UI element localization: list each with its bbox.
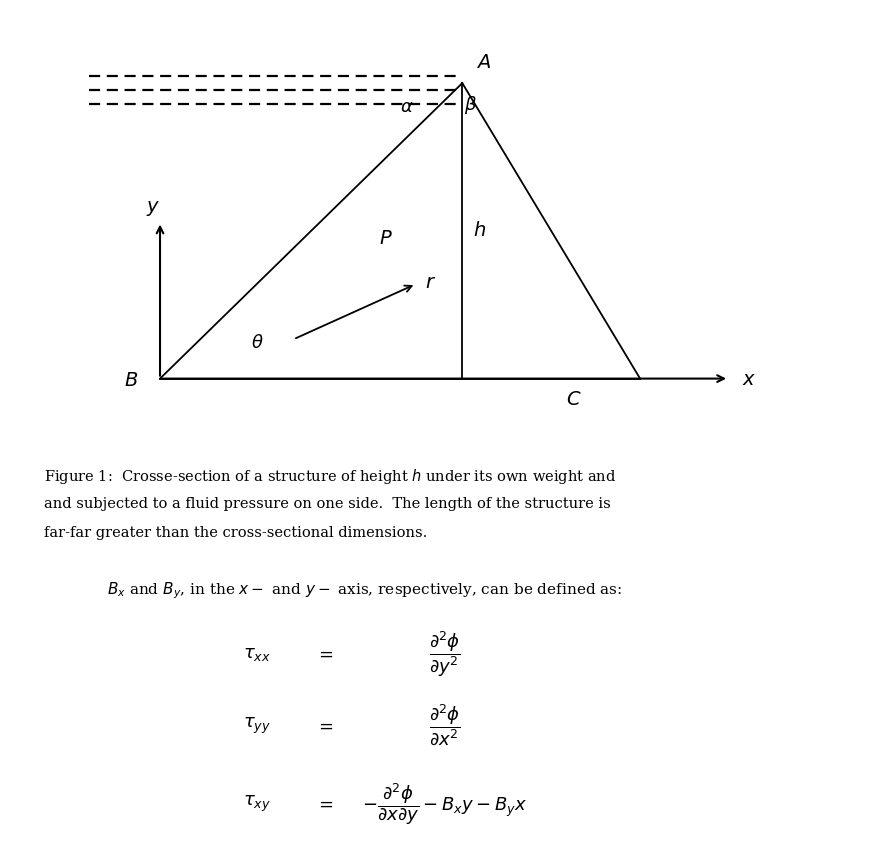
Text: $\dfrac{\partial^2\phi}{\partial y^2}$: $\dfrac{\partial^2\phi}{\partial y^2}$: [428, 629, 461, 679]
Text: and subjected to a fluid pressure on one side.  The length of the structure is: and subjected to a fluid pressure on one…: [44, 497, 612, 510]
Text: $-\dfrac{\partial^2\phi}{\partial x\partial y} - B_x y - B_y x$: $-\dfrac{\partial^2\phi}{\partial x\part…: [362, 781, 527, 827]
Text: $\theta$: $\theta$: [251, 333, 263, 351]
Text: $B_x$ and $B_y$, in the $x-$ and $y-$ axis, respectively, can be defined as:: $B_x$ and $B_y$, in the $x-$ and $y-$ ax…: [107, 580, 622, 600]
Text: $x$: $x$: [742, 370, 757, 389]
Text: $B$: $B$: [124, 371, 138, 391]
Text: $P$: $P$: [380, 229, 393, 249]
Text: Figure 1:  Crosse-section of a structure of height $h$ under its own weight and: Figure 1: Crosse-section of a structure …: [44, 467, 617, 486]
Text: $h$: $h$: [473, 221, 486, 240]
Text: $\tau_{xy}$: $\tau_{xy}$: [244, 793, 271, 814]
Text: $y$: $y$: [146, 199, 160, 218]
Text: $\alpha$: $\alpha$: [400, 98, 413, 116]
Text: far-far greater than the cross-sectional dimensions.: far-far greater than the cross-sectional…: [44, 527, 428, 540]
Text: $=$: $=$: [316, 645, 333, 663]
Text: $\tau_{yy}$: $\tau_{yy}$: [244, 716, 271, 736]
Text: $\beta$: $\beta$: [464, 94, 477, 116]
Text: $\tau_{xx}$: $\tau_{xx}$: [244, 645, 271, 663]
Text: $A$: $A$: [476, 52, 491, 72]
Text: $r$: $r$: [425, 274, 436, 292]
Text: $=$: $=$: [316, 794, 333, 813]
Text: $\dfrac{\partial^2\phi}{\partial x^2}$: $\dfrac{\partial^2\phi}{\partial x^2}$: [428, 703, 461, 748]
Text: $=$: $=$: [316, 716, 333, 734]
Text: $C$: $C$: [565, 390, 581, 410]
